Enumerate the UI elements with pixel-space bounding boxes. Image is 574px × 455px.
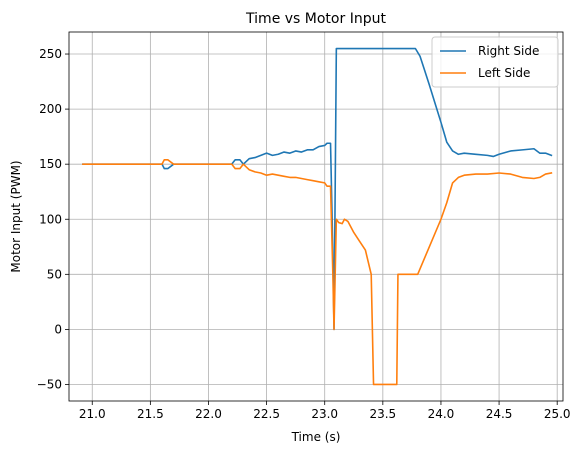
y-tick-label: 250 (39, 47, 62, 61)
x-axis: 21.0 21.5 22.0 22.5 23.0 23.5 24.0 24.5 25.0 (79, 401, 571, 421)
y-tick-label: 200 (39, 102, 62, 116)
x-tick-label: 23.5 (369, 407, 396, 421)
legend-label-left-side: Left Side (478, 66, 530, 80)
x-tick-label: 22.0 (195, 407, 222, 421)
chart-title: Time vs Motor Input (245, 11, 386, 27)
x-tick-label: 23.0 (311, 407, 338, 421)
x-tick-label: 22.5 (253, 407, 280, 421)
y-axis-title: Motor Input (PWM) (9, 160, 23, 272)
y-tick-label: 0 (54, 322, 62, 336)
x-axis-title: Time (s) (291, 430, 341, 444)
x-tick-label: 21.0 (79, 407, 106, 421)
x-tick-label: 25.0 (544, 407, 571, 421)
x-tick-label: 21.5 (137, 407, 164, 421)
legend-box (431, 36, 559, 88)
grid (69, 32, 563, 401)
y-tick-label: 150 (39, 157, 62, 171)
x-tick-label: 24.5 (486, 407, 513, 421)
y-axis: −50 0 50 100 150 200 250 (37, 47, 69, 391)
y-tick-label: 50 (47, 267, 62, 281)
x-tick-label: 24.0 (428, 407, 455, 421)
legend-label-right-side: Right Side (478, 44, 539, 58)
series-line-left-side (82, 158, 553, 386)
y-tick-label: 100 (39, 212, 62, 226)
series-layer (82, 47, 553, 386)
plot-frame (68, 31, 564, 402)
legend: Right Side Left Side (431, 36, 559, 88)
series-line-right-side (82, 47, 553, 331)
y-tick-label: −50 (37, 377, 62, 391)
